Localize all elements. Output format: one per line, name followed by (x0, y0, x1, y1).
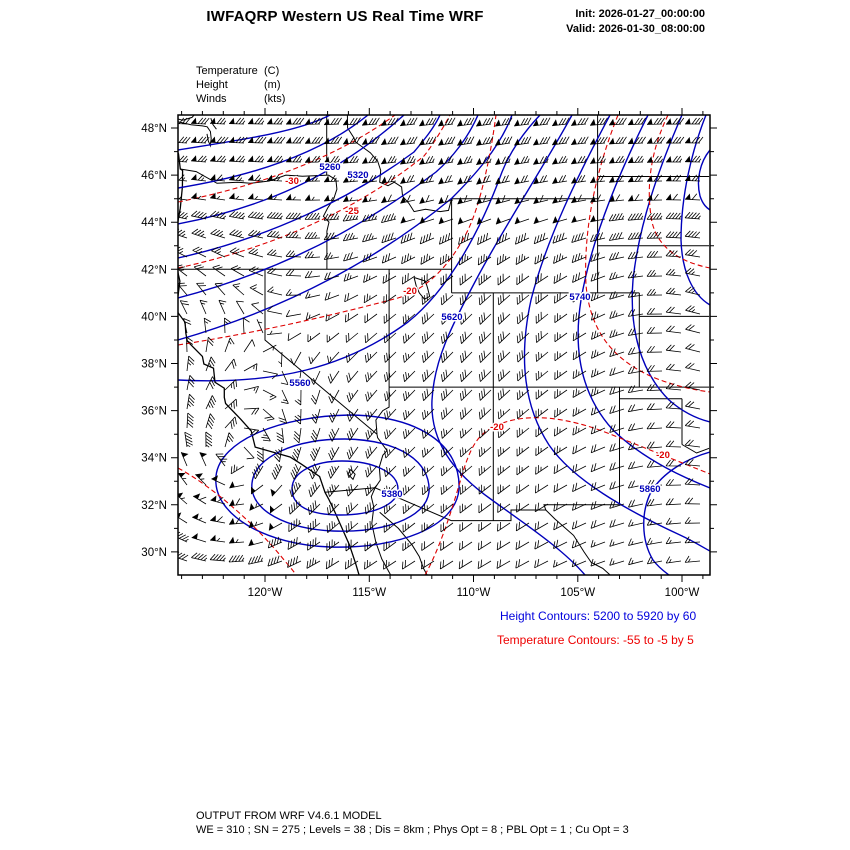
state-boundary-line (379, 511, 428, 575)
lat-tick-label: 30°N (141, 547, 167, 559)
state-boundary-line (322, 174, 338, 270)
map-canvas: 5260 5320 5560 5380 5620 5740 5860 -30 -25 -20 -20… (178, 115, 710, 575)
legend-temperature-row: Temperature (C) (196, 64, 285, 78)
footer-model: OUTPUT FROM WRF V4.6.1 MODEL (196, 810, 382, 822)
legend-temperature-unit: (C) (264, 65, 280, 77)
temperature-contour-label: -20 (656, 450, 670, 461)
state-boundary-line (264, 269, 378, 435)
legend-winds-name: Winds (196, 93, 227, 105)
init-time: Init: 2026-01-27_00:00:00 (575, 8, 705, 20)
state-boundary-line (374, 434, 388, 489)
state-boundary-line (346, 115, 453, 213)
height-contour-label: 5560 (289, 378, 310, 389)
state-boundary-line (178, 121, 212, 148)
valid-time: Valid: 2026-01-30_08:00:00 (566, 23, 705, 35)
height-contour (577, 115, 710, 489)
height-contour (178, 115, 405, 225)
height-contour-label: 5380 (381, 489, 402, 500)
temperature-contour (648, 115, 710, 269)
plot-frame (177, 114, 711, 576)
state-boundary-line (543, 504, 620, 511)
height-contours-note: Height Contours: 5200 to 5920 by 60 (500, 609, 697, 623)
height-contour-label: 5860 (639, 484, 660, 495)
axis-ticks (171, 108, 717, 582)
temperature-contour (178, 115, 451, 269)
lon-tick-label: 115°W (352, 587, 386, 599)
legend-winds-row: Winds (kts) (196, 92, 285, 106)
lon-tick-label: 110°W (457, 587, 491, 599)
temperature-contour-label: -30 (285, 176, 299, 187)
height-contour (697, 149, 710, 211)
temperature-contour-label: -20 (403, 286, 417, 297)
temperature-contour (424, 417, 710, 575)
height-contour (178, 115, 541, 382)
state-boundary-line (370, 487, 376, 508)
height-contour (291, 460, 399, 516)
state-boundary-line (681, 444, 710, 454)
lat-tick-label: 36°N (141, 406, 167, 418)
temperature-contour (178, 115, 396, 203)
height-contour (523, 115, 710, 552)
lat-tick-label: 42°N (141, 264, 167, 276)
lat-tick-label: 44°N (141, 217, 167, 229)
height-contour (431, 115, 586, 575)
height-contour (251, 438, 430, 532)
lon-tick-label: 100°W (665, 587, 700, 599)
field-legend: Temperature (C) Height (m) Winds (kts) (196, 64, 285, 106)
lat-tick-label: 38°N (141, 359, 167, 371)
height-contour-label: 5620 (441, 312, 462, 323)
page-title: IWFAQRP Western US Real Time WRF (206, 8, 484, 25)
height-contour-label: 5260 (319, 162, 340, 173)
temperature-contour (585, 115, 710, 393)
legend-winds-unit: (kts) (264, 93, 286, 105)
lon-tick-label: 105°W (560, 587, 595, 599)
lon-tick-label: 120°W (248, 587, 283, 599)
lat-tick-label: 40°N (141, 311, 167, 323)
temperature-contour-label: -25 (345, 206, 359, 217)
wind-barbs (178, 117, 704, 570)
temperature-contour-label: -20 (490, 422, 504, 433)
footer-config: WE = 310 ; SN = 275 ; Levels = 38 ; Dis … (196, 824, 629, 836)
height-contour-label: 5320 (347, 170, 368, 181)
lat-tick-label: 48°N (141, 123, 167, 135)
temperature-contour (178, 467, 297, 575)
lat-tick-label: 34°N (141, 453, 167, 465)
state-boundary-line (347, 469, 356, 481)
state-boundary-line (210, 117, 217, 130)
temperature-contours-note: Temperature Contours: -55 to -5 by 5 (497, 633, 694, 647)
temperature-contour (178, 115, 497, 346)
legend-temperature-name: Temperature (196, 65, 258, 77)
height-contour (680, 115, 710, 306)
height-contour (643, 451, 710, 575)
legend-height-row: Height (m) (196, 78, 285, 92)
height-contour-label: 5740 (569, 292, 590, 303)
lat-tick-label: 32°N (141, 500, 167, 512)
legend-height-unit: (m) (264, 79, 281, 91)
state-boundary-line (324, 487, 611, 575)
height-contour (178, 115, 369, 189)
legend-height-name: Height (196, 79, 228, 91)
lat-tick-label: 46°N (141, 170, 167, 182)
state-boundary-line (178, 115, 195, 121)
state-boundary-line (375, 387, 390, 435)
init-valid-block: Init: 2026-01-27_00:00:00 Valid: 2026-01… (566, 7, 705, 37)
